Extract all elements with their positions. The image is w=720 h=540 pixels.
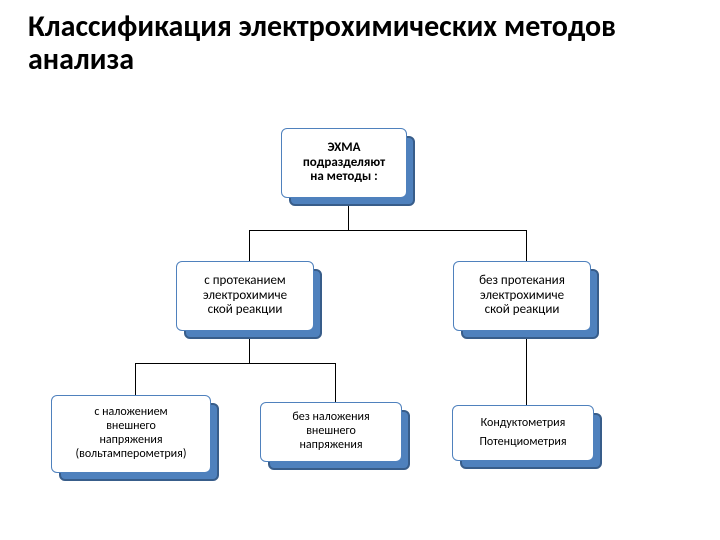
node-root: ЭХМАподразделяютна методы : <box>281 128 415 206</box>
node-front: КондуктометрияПотенциометрия <box>452 405 594 461</box>
connector <box>249 339 250 363</box>
node-label: ЭХМАподразделяютна методы : <box>303 141 385 186</box>
connector <box>348 206 349 230</box>
node-leaf3: КондуктометрияПотенциометрия <box>452 405 602 469</box>
slide-title: Классификация электрохимических методов … <box>28 10 692 76</box>
node-label: без протеканияэлектрохимической реакции <box>479 274 565 319</box>
connector <box>249 230 527 231</box>
node-leaf2: без наложениявнешнегонапряжения <box>260 402 410 470</box>
node-label: с наложениемвнешнегонапряжения(вольтампе… <box>76 406 187 461</box>
node-front: без протеканияэлектрохимической реакции <box>453 261 591 331</box>
node-leaf1: с наложениемвнешнегонапряжения(вольтампе… <box>51 395 219 481</box>
node-front: ЭХМАподразделяютна методы : <box>281 128 407 198</box>
connector <box>135 363 335 364</box>
title-text: Классификация электрохимических методов … <box>28 8 616 78</box>
node-label: без наложениявнешнегонапряжения <box>292 411 369 452</box>
connector <box>526 230 527 261</box>
slide: Классификация электрохимических методов … <box>0 0 720 540</box>
node-right: без протеканияэлектрохимической реакции <box>453 261 599 339</box>
connector <box>335 363 336 402</box>
node-left: с протеканиемэлектрохимической реакции <box>176 261 322 339</box>
node-front: без наложениявнешнегонапряжения <box>260 402 402 462</box>
node-label: с протеканиемэлектрохимической реакции <box>203 274 287 319</box>
node-label: КондуктометрияПотенциометрия <box>479 414 566 452</box>
node-front: с протеканиемэлектрохимической реакции <box>176 261 314 331</box>
connector <box>526 339 527 405</box>
connector <box>135 363 136 395</box>
node-front: с наложениемвнешнегонапряжения(вольтампе… <box>51 395 211 473</box>
connector <box>249 230 250 261</box>
